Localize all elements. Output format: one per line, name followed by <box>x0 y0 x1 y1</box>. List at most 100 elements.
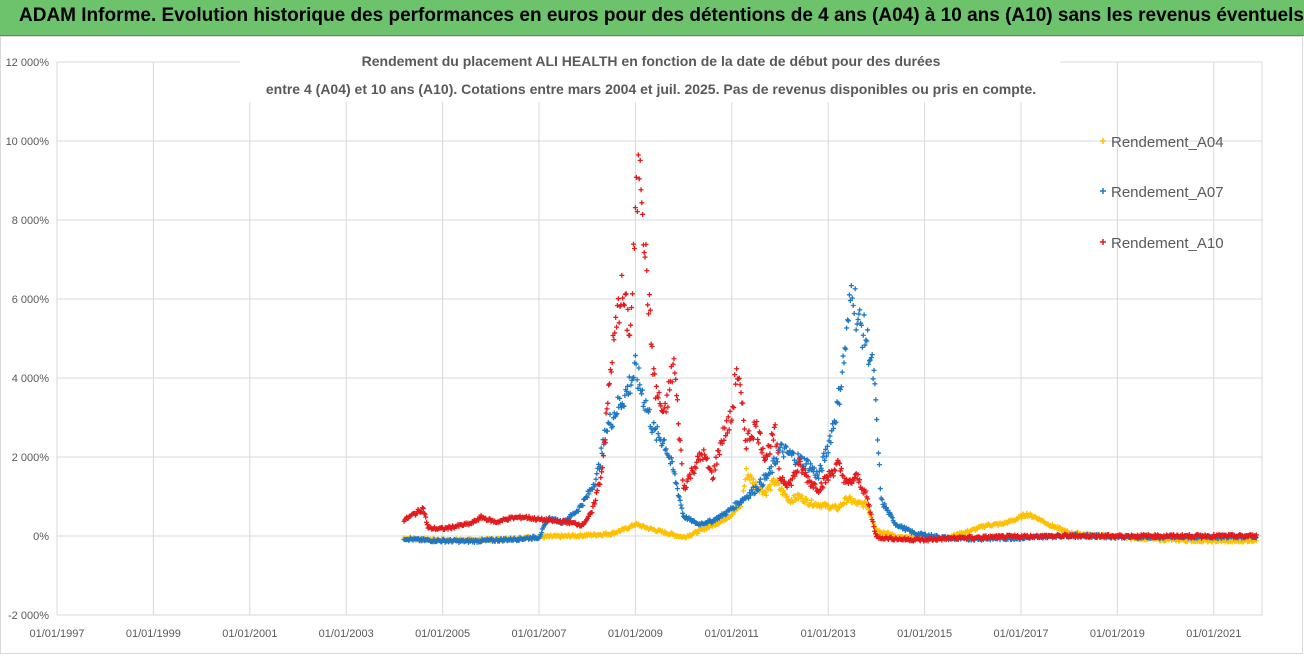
data-point <box>470 520 476 526</box>
data-point <box>809 479 815 485</box>
data-point <box>780 449 786 455</box>
data-point <box>859 322 865 328</box>
data-point <box>726 427 732 433</box>
data-point <box>669 459 675 465</box>
data-point <box>710 475 716 481</box>
data-point <box>635 385 641 391</box>
chart-title-line1: Rendement du placement ALI HEALTH en fon… <box>362 53 941 69</box>
data-point <box>752 490 758 496</box>
data-point <box>646 409 652 415</box>
data-point <box>823 446 829 452</box>
data-point <box>440 536 446 542</box>
data-point <box>637 157 643 163</box>
data-point <box>823 480 829 486</box>
data-point <box>849 295 855 301</box>
data-point <box>756 440 762 446</box>
data-point <box>870 376 876 382</box>
data-point <box>615 296 621 302</box>
data-point <box>733 381 739 387</box>
data-point <box>608 369 614 375</box>
data-point <box>830 473 836 479</box>
data-point <box>833 419 839 425</box>
data-point <box>816 475 822 481</box>
data-point <box>864 338 870 344</box>
data-point <box>803 461 809 467</box>
data-point <box>771 455 777 461</box>
data-point <box>755 436 761 442</box>
data-point <box>627 332 633 338</box>
data-point <box>634 209 640 215</box>
data-point <box>570 531 576 537</box>
data-point <box>781 490 787 496</box>
data-point <box>733 505 739 511</box>
data-point <box>854 502 860 508</box>
data-point <box>876 450 882 456</box>
data-point <box>780 475 786 481</box>
data-point <box>732 372 738 378</box>
y-tick-label: 10 000% <box>6 136 50 148</box>
data-point <box>600 453 606 459</box>
data-point <box>845 497 851 503</box>
data-point <box>539 530 545 536</box>
data-point <box>746 495 752 501</box>
data-point <box>639 387 645 393</box>
data-point <box>624 327 630 333</box>
data-point <box>838 466 844 472</box>
data-point <box>674 481 680 487</box>
x-tick-label: 01/01/2009 <box>608 628 663 640</box>
data-point <box>654 424 660 430</box>
data-point <box>1018 515 1024 521</box>
data-point <box>863 488 869 494</box>
data-point <box>604 406 610 412</box>
data-point <box>771 424 777 430</box>
data-point <box>777 445 783 451</box>
data-point <box>851 311 857 317</box>
data-point <box>852 286 858 292</box>
data-point <box>813 485 819 491</box>
data-point <box>871 524 877 530</box>
data-point <box>541 522 547 528</box>
x-tick-label: 01/01/2017 <box>993 628 1048 640</box>
data-point <box>725 414 731 420</box>
data-point <box>636 365 642 371</box>
data-point <box>672 370 678 376</box>
data-point <box>832 468 838 474</box>
data-point <box>716 448 722 454</box>
data-point <box>729 417 735 423</box>
data-point <box>770 437 776 443</box>
data-point <box>872 528 878 534</box>
data-point <box>770 432 776 438</box>
data-point <box>750 436 756 442</box>
data-point <box>837 461 843 467</box>
data-point <box>634 377 640 383</box>
data-point <box>703 456 709 462</box>
data-point <box>582 496 588 502</box>
data-point <box>875 437 881 443</box>
data-point <box>655 395 661 401</box>
data-point <box>779 441 785 447</box>
banner-title: ADAM Informe. Evolution historique des p… <box>19 5 1304 26</box>
x-tick-label: 01/01/1997 <box>29 628 84 640</box>
data-point <box>757 476 763 482</box>
data-point <box>784 493 790 499</box>
data-point <box>594 487 600 493</box>
data-point <box>605 400 611 406</box>
series-Rendement_A10 <box>401 152 1259 544</box>
data-point <box>580 503 586 509</box>
legend-label: Rendement_A04 <box>1111 134 1224 151</box>
data-point <box>616 320 622 326</box>
chart-title-backdrop <box>240 46 1060 102</box>
data-point <box>617 395 623 401</box>
data-point <box>854 476 860 482</box>
data-point <box>674 393 680 399</box>
title-banner: ADAM Informe. Evolution historique des p… <box>0 0 1304 36</box>
data-point <box>850 302 856 308</box>
data-point <box>607 381 613 387</box>
data-point <box>870 519 876 525</box>
data-point <box>566 515 572 521</box>
data-point <box>783 444 789 450</box>
data-point <box>844 317 850 323</box>
data-point <box>756 487 762 493</box>
data-point <box>866 361 872 367</box>
data-point <box>812 481 818 487</box>
